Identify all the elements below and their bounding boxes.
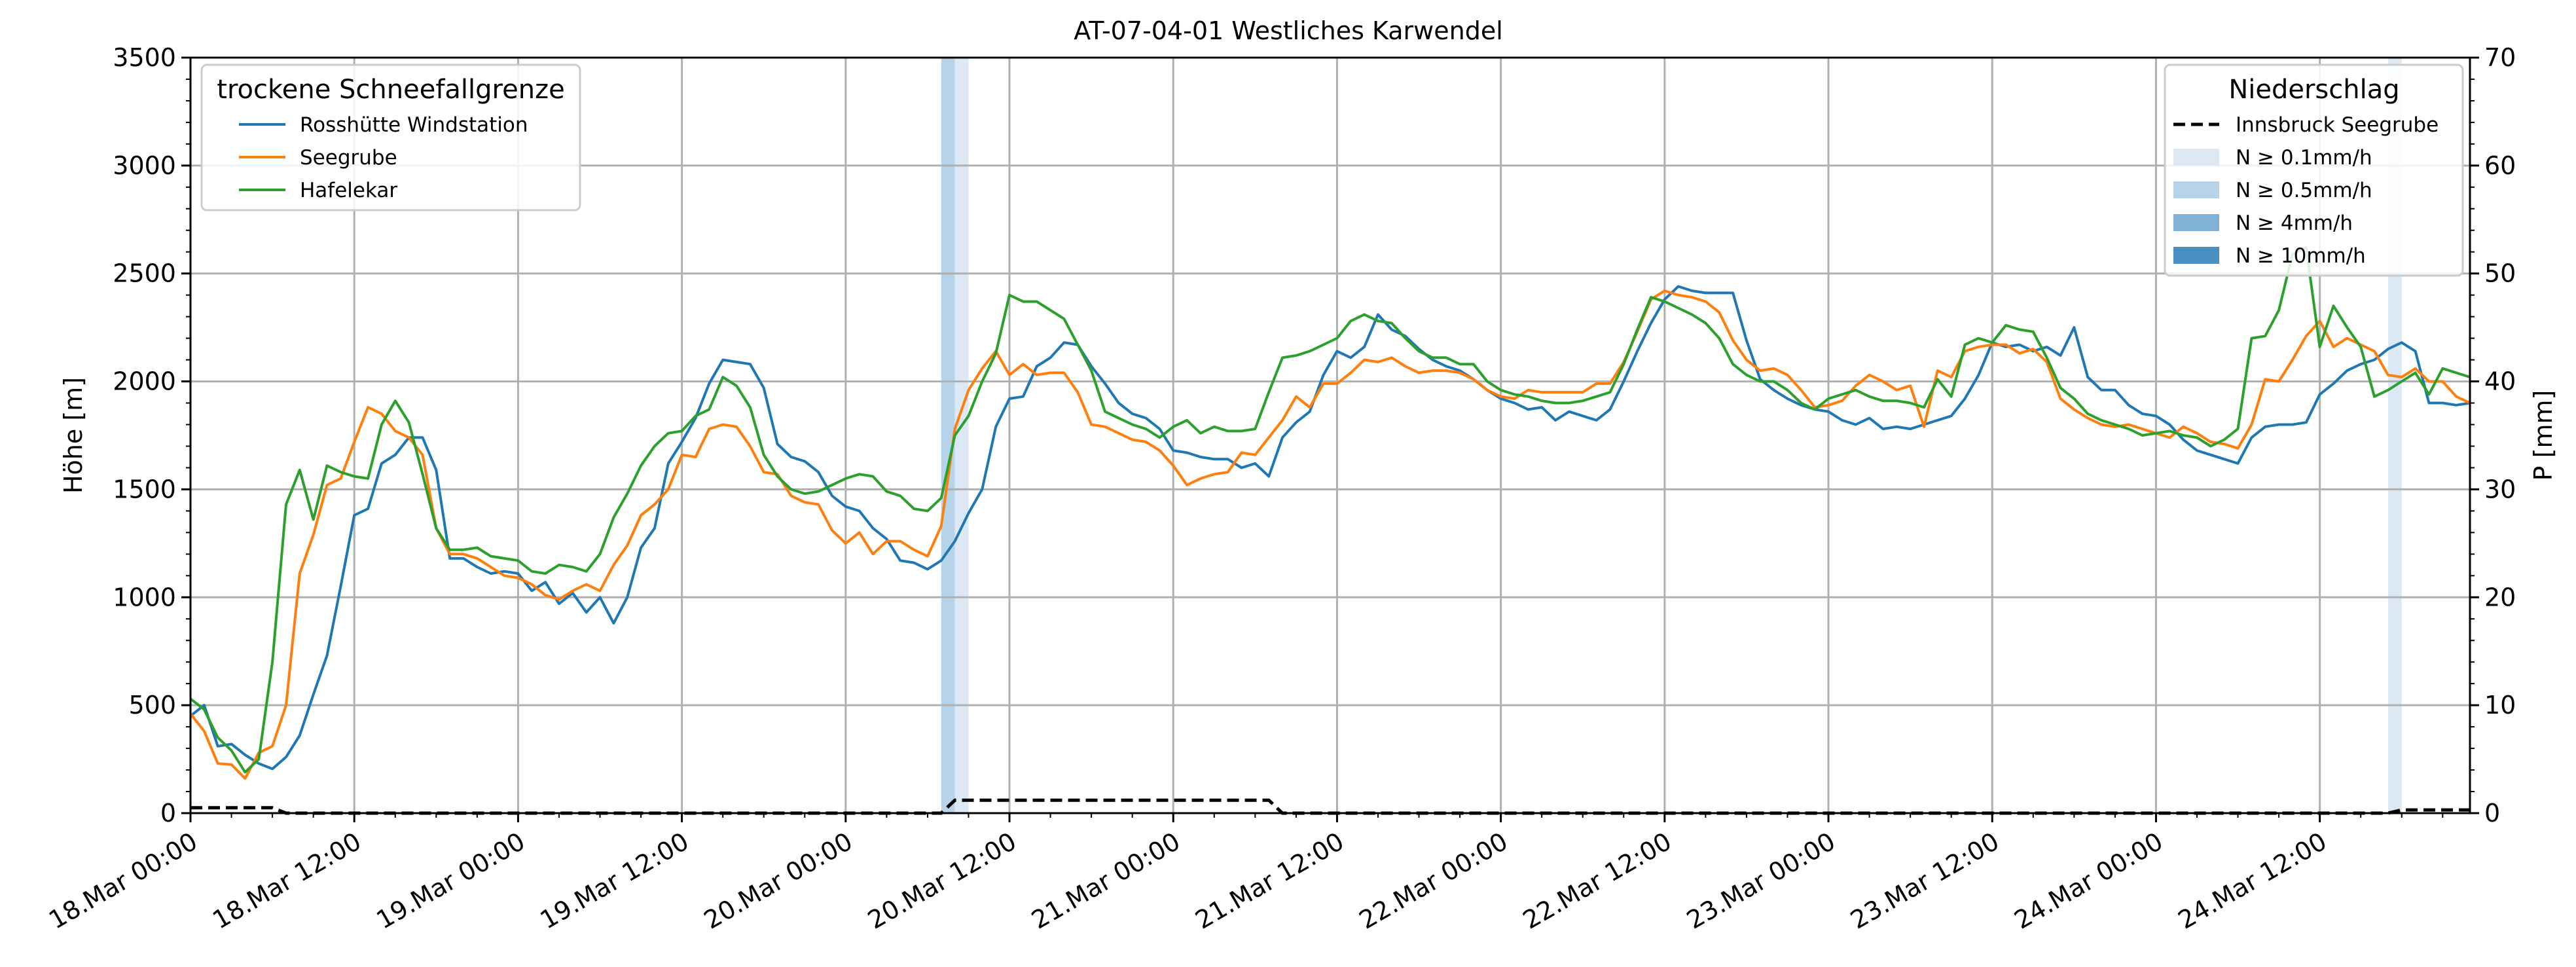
plot-frame: [189, 56, 2471, 814]
legend-label: Rosshütte Windstation: [300, 113, 528, 137]
legend-label: N ≥ 0.5mm/h: [2236, 179, 2372, 202]
series-line-1: [189, 285, 2471, 771]
y-tick-label: 3500: [113, 43, 176, 72]
y-tick-label: 1500: [113, 475, 176, 503]
series-line-2: [189, 289, 2471, 780]
x-tick-label: 22.Mar 00:00: [1354, 827, 1513, 935]
x-tick-label: 19.Mar 00:00: [371, 827, 530, 935]
legend-label: Innsbruck Seegrube: [2236, 113, 2439, 137]
y-tick-label: 2500: [113, 259, 176, 288]
legend-label: N ≥ 10mm/h: [2236, 244, 2366, 268]
series-line-3: [189, 246, 2471, 774]
x-tick-label: 18.Mar 00:00: [44, 827, 202, 935]
legend-label: Hafelekar: [300, 179, 397, 202]
legend-swatch-patch: [2173, 181, 2219, 198]
precip-band: [941, 58, 955, 813]
x-tick-label: 24.Mar 00:00: [2010, 827, 2168, 935]
y2-tick-label: 70: [2484, 43, 2516, 72]
y2-tick-label: 10: [2484, 691, 2516, 720]
legend-label: N ≥ 0.1mm/h: [2236, 146, 2372, 170]
y-axis-label: Höhe [m]: [59, 377, 88, 494]
legend-snowline: trockene Schneefallgrenze Rosshütte Winds…: [200, 64, 581, 211]
x-tick-label: 23.Mar 00:00: [1682, 827, 1840, 935]
y2-axis-label: P [mm]: [2529, 390, 2558, 481]
legend-label: Seegrube: [300, 146, 397, 170]
y2-tick-label: 30: [2484, 475, 2516, 503]
x-tick-label: 21.Mar 12:00: [1190, 827, 1349, 935]
precip-band: [954, 58, 969, 813]
x-tick-label: 20.Mar 12:00: [863, 827, 1021, 935]
x-tick-label: 20.Mar 00:00: [699, 827, 858, 935]
y2-tick-label: 40: [2484, 367, 2516, 396]
precip-line: [190, 798, 2470, 815]
legend-label: N ≥ 4mm/h: [2236, 211, 2353, 235]
y-tick-label: 500: [128, 691, 176, 720]
y-tick-label: 0: [160, 799, 176, 828]
y-tick-label: 1000: [113, 583, 176, 611]
y2-tick-label: 20: [2484, 583, 2516, 611]
x-tick-label: 23.Mar 12:00: [1845, 827, 2004, 935]
legend-precip: Niederschlag Innsbruck Seegrube N ≥ 0.1mm/…: [2164, 64, 2464, 277]
x-tick-label: 19.Mar 12:00: [535, 827, 694, 935]
x-tick-label: 22.Mar 12:00: [1518, 827, 1677, 935]
legend-title: Niederschlag: [2228, 75, 2399, 105]
legend-swatch-patch: [2173, 247, 2219, 264]
y-tick-label: 3000: [113, 151, 176, 180]
y2-tick-label: 0: [2484, 799, 2500, 828]
legend-box: [2164, 64, 2464, 277]
x-tick-label: 18.Mar 12:00: [208, 827, 366, 935]
y-tick-label: 2000: [113, 367, 176, 396]
chart-title: AT-07-04-01 Westliches Karwendel: [1074, 16, 1503, 45]
x-tick-label: 24.Mar 12:00: [2173, 827, 2332, 935]
y2-tick-label: 50: [2484, 259, 2516, 288]
legend-swatch-patch: [2173, 149, 2219, 166]
legend-swatch-patch: [2173, 214, 2219, 231]
x-tick-label: 21.Mar 00:00: [1026, 827, 1185, 935]
y2-tick-label: 60: [2484, 151, 2516, 180]
series-lines: [189, 246, 2471, 815]
legend-title: trockene Schneefallgrenze: [217, 75, 564, 105]
legend-box: [200, 64, 581, 211]
